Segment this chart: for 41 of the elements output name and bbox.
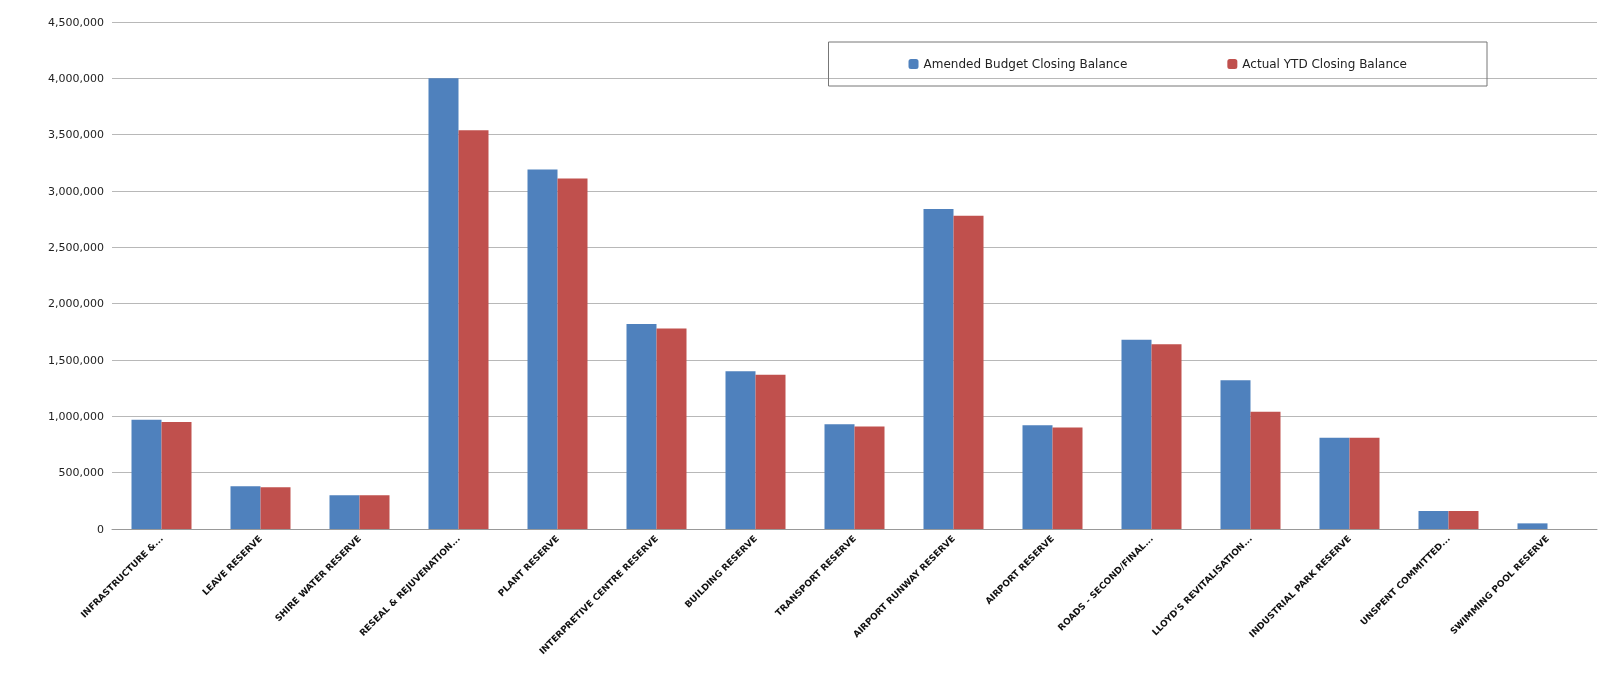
bar bbox=[1121, 339, 1152, 529]
bar bbox=[1151, 344, 1182, 529]
bar bbox=[1052, 427, 1083, 529]
y-tick-label: 3,000,000 bbox=[48, 184, 104, 198]
bar bbox=[755, 374, 786, 529]
y-tick-label: 1,000,000 bbox=[48, 409, 104, 423]
legend-label: Amended Budget Closing Balance bbox=[923, 57, 1128, 71]
bar bbox=[1349, 437, 1380, 529]
bar bbox=[1418, 510, 1449, 529]
bar bbox=[230, 486, 261, 529]
bar bbox=[557, 178, 588, 529]
bar bbox=[1022, 425, 1053, 529]
bar bbox=[656, 328, 687, 529]
bar bbox=[359, 495, 390, 529]
bar bbox=[1220, 380, 1251, 529]
bar bbox=[527, 169, 558, 529]
bar bbox=[953, 215, 984, 529]
bar bbox=[1517, 523, 1548, 529]
bar bbox=[824, 424, 855, 529]
bar bbox=[725, 371, 756, 529]
y-tick-label: 0 bbox=[97, 522, 104, 536]
bar bbox=[626, 323, 657, 529]
y-tick-label: 1,500,000 bbox=[48, 353, 104, 367]
bar bbox=[260, 487, 291, 529]
bar bbox=[161, 421, 192, 529]
bar bbox=[329, 495, 360, 529]
y-tick-label: 3,500,000 bbox=[48, 128, 104, 142]
bar bbox=[1448, 510, 1479, 529]
bar bbox=[854, 426, 885, 529]
bar bbox=[1319, 437, 1350, 529]
bar bbox=[458, 130, 489, 529]
y-tick-label: 2,000,000 bbox=[48, 297, 104, 311]
bar bbox=[428, 78, 459, 529]
y-tick-label: 2,500,000 bbox=[48, 240, 104, 254]
bar bbox=[923, 209, 954, 529]
y-tick-label: 500,000 bbox=[58, 466, 104, 480]
bar bbox=[131, 419, 162, 529]
bar bbox=[1250, 411, 1281, 529]
y-tick-label: 4,500,000 bbox=[48, 15, 104, 29]
legend-label: Actual YTD Closing Balance bbox=[1242, 57, 1408, 71]
y-tick-label: 4,000,000 bbox=[48, 71, 104, 85]
